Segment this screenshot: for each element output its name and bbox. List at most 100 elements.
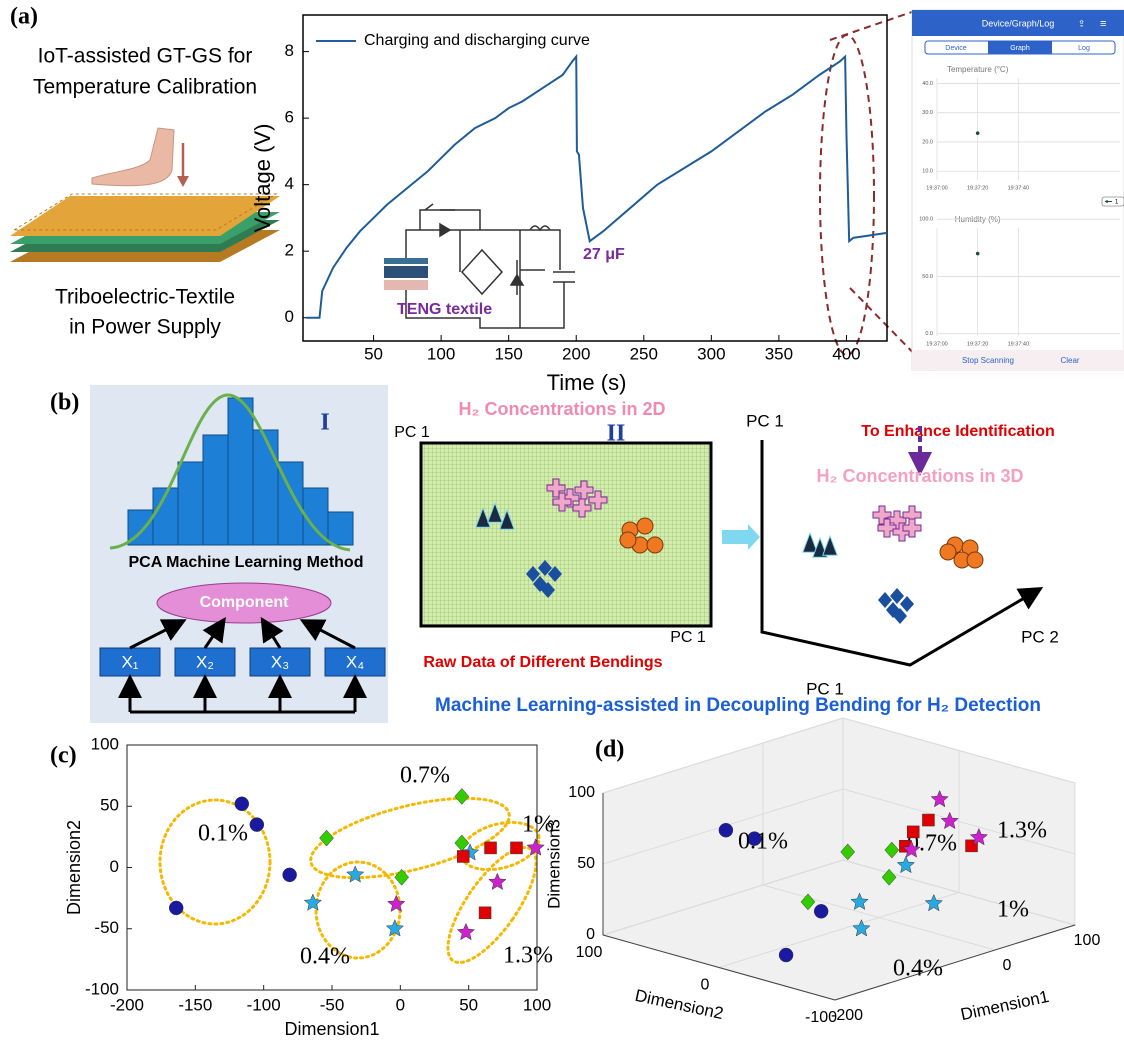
y-tick-label: 2 xyxy=(285,241,294,260)
z-axis-label: Dimension3 xyxy=(544,819,563,909)
input-label: X₁ xyxy=(121,652,138,671)
x-tick-label: 50 xyxy=(459,995,478,1014)
menu-icon[interactable]: ≡ xyxy=(1100,18,1106,30)
point xyxy=(976,131,980,135)
circuit-label: 27 μF xyxy=(583,246,625,263)
diamond-marker xyxy=(900,596,914,612)
histogram-bar xyxy=(178,462,203,545)
series-label: 0.4% xyxy=(893,956,943,982)
y-tick-label: 100.0 xyxy=(919,217,933,223)
point xyxy=(814,904,828,918)
x-tick-label: 19:37:20 xyxy=(967,341,988,347)
z-tick-label: 50 xyxy=(577,855,595,872)
title-2d: H₂ Concentrations in 2D xyxy=(458,399,665,419)
point xyxy=(489,873,506,889)
y-tick-label: -100 xyxy=(85,979,119,998)
input-label: X₄ xyxy=(346,652,364,671)
point xyxy=(457,923,474,939)
button[interactable]: Stop Scanning xyxy=(962,356,1014,365)
axis-label: PC 1 xyxy=(746,411,784,430)
y-axis-label: Dimension2 xyxy=(633,986,725,1023)
x-tick-label: 19:37:00 xyxy=(926,341,947,347)
point xyxy=(779,948,793,962)
panel-label: (a) xyxy=(10,4,38,30)
x-tick-label: 0 xyxy=(1003,957,1012,974)
tab[interactable]: Graph xyxy=(1010,45,1030,52)
series-label: 1.3% xyxy=(503,943,553,969)
component-label: Component xyxy=(200,594,290,611)
callout-line xyxy=(830,12,912,40)
histogram-bar xyxy=(228,398,253,545)
triangle-marker xyxy=(803,533,817,552)
illustration-caption: in Power Supply xyxy=(69,316,221,339)
button[interactable]: Clear xyxy=(1060,356,1079,365)
axis-label: PC 1 xyxy=(670,629,706,646)
arrow xyxy=(722,524,760,550)
histogram-bar xyxy=(253,430,278,545)
histogram-bar xyxy=(203,435,228,545)
y-tick-label: 20.0 xyxy=(922,139,933,145)
point xyxy=(388,895,405,911)
point xyxy=(347,866,364,882)
y-tick-label: 0.0 xyxy=(925,331,933,337)
x-tick-label: 19:37:20 xyxy=(967,185,988,191)
axis-label: PC 1 xyxy=(394,424,430,441)
x-tick-label: 19:37:40 xyxy=(1008,341,1029,347)
y-tick-label: 0 xyxy=(285,307,294,326)
legend-label: Charging and discharging curve xyxy=(364,32,590,49)
x-tick-label: 200 xyxy=(562,344,590,363)
tab[interactable]: Log xyxy=(1078,45,1090,52)
tab[interactable]: Device xyxy=(945,45,967,52)
point xyxy=(457,850,469,862)
point xyxy=(250,818,264,832)
chart-title: Humidity (%) xyxy=(955,215,1001,224)
diamond-marker xyxy=(890,588,904,604)
point xyxy=(455,835,469,851)
panel-label: (c) xyxy=(50,743,77,769)
x-axis-label: Dimension1 xyxy=(284,1019,379,1039)
y-tick-label: 100 xyxy=(91,734,119,753)
y-tick-label: 50 xyxy=(100,796,119,815)
panel-label: (b) xyxy=(50,390,79,416)
series-label: 1.3% xyxy=(997,818,1047,844)
share-icon[interactable]: ⇪ xyxy=(1078,18,1086,28)
x-tick-label: 100 xyxy=(523,995,551,1014)
y-tick-label: 50.0 xyxy=(922,274,933,280)
textile-illustration xyxy=(10,128,280,262)
data-line xyxy=(306,57,887,318)
x-tick-label: 0 xyxy=(396,995,405,1014)
point xyxy=(719,823,733,837)
y-tick-label: 0 xyxy=(701,977,710,994)
x-tick-label: 100 xyxy=(1074,932,1101,949)
z-tick-label: 100 xyxy=(568,784,595,801)
cluster-markers-3d xyxy=(803,506,983,624)
x-axis-label: Time (s) xyxy=(547,370,627,395)
point xyxy=(479,907,491,919)
y-tick-label: -50 xyxy=(94,918,119,937)
circle-marker xyxy=(967,552,983,568)
series-label: 0.1% xyxy=(198,821,248,847)
phone-footer xyxy=(912,350,1124,370)
point xyxy=(907,826,919,838)
phone-header-title: Device/Graph/Log xyxy=(982,18,1055,28)
x-tick-label: -150 xyxy=(178,995,212,1014)
series-label: 0.1% xyxy=(738,829,788,855)
y-axis-label: Dimension2 xyxy=(64,820,84,915)
y-tick-label: 8 xyxy=(285,41,294,60)
y-axis-label: Voltage (V) xyxy=(250,124,275,233)
point xyxy=(283,868,297,882)
point xyxy=(922,814,934,826)
histogram-bar xyxy=(328,512,353,545)
figure: (a) (b) (c) (d) IoT-assisted GT-GS for T… xyxy=(0,0,1124,1046)
illustration-title: IoT-assisted GT-GS for xyxy=(38,45,253,68)
x-tick-label: 300 xyxy=(697,344,725,363)
x-tick-label: 350 xyxy=(765,344,793,363)
x-tick-label: -100 xyxy=(247,995,281,1014)
x-tick-label: 19:37:00 xyxy=(926,185,947,191)
input-label: X₃ xyxy=(271,652,289,671)
circle-marker xyxy=(620,532,636,548)
series-label: 1% xyxy=(997,897,1029,923)
axis-label: PC 2 xyxy=(1021,627,1059,646)
panel-label: (d) xyxy=(595,737,624,763)
x-tick-label: 100 xyxy=(427,344,455,363)
